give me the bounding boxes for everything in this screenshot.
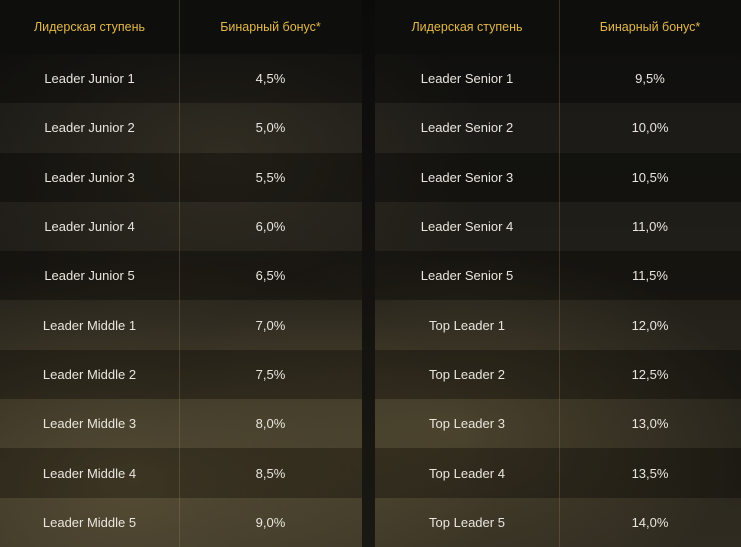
binary-bonus-cell: 6,0% <box>255 219 286 235</box>
binary-bonus-cell: 11,5% <box>632 268 668 284</box>
leader-level-cell: Top Leader 4 <box>429 465 505 481</box>
header-bonus: Бинарный бонус* <box>599 20 701 34</box>
table-row: Top Leader 4 13,5% <box>375 448 741 498</box>
table-row: Leader Middle 3 8,0% <box>0 399 362 448</box>
leader-level-cell: Leader Middle 5 <box>42 514 137 530</box>
table-row: Leader Middle 2 7,5% <box>0 349 362 400</box>
header-level: Лидерская ступень <box>33 20 146 34</box>
binary-bonus-cell: 7,0% <box>255 317 286 333</box>
table-header: Лидерская ступень Бинарный бонус* <box>375 0 741 54</box>
header-bonus: Бинарный бонус* <box>220 20 321 34</box>
leader-level-cell: Top Leader 2 <box>429 366 505 382</box>
binary-bonus-cell: 5,5% <box>255 169 286 185</box>
leader-level-cell: Leader Senior 5 <box>420 268 514 284</box>
leader-level-cell: Leader Junior 4 <box>44 219 135 235</box>
table-gap <box>362 0 375 547</box>
binary-bonus-cell: 13,5% <box>631 465 669 481</box>
leader-level-cell: Leader Junior 1 <box>44 71 135 87</box>
leader-level-cell: Top Leader 3 <box>429 416 505 432</box>
table-row: Leader Junior 5 6,5% <box>0 251 362 301</box>
table-row: Leader Senior 1 9,5% <box>375 54 741 104</box>
table-row: Leader Junior 4 6,0% <box>0 202 362 251</box>
column-divider <box>559 0 560 547</box>
bonus-table-left: Лидерская ступень Бинарный бонус* Leader… <box>0 0 362 547</box>
binary-bonus-cell: 5,0% <box>255 120 286 136</box>
binary-bonus-cell: 7,5% <box>255 366 286 382</box>
leader-level-cell: Leader Junior 5 <box>44 268 135 284</box>
binary-bonus-cell: 10,5% <box>631 169 669 185</box>
table-row: Top Leader 5 14,0% <box>375 498 741 547</box>
table-row: Top Leader 3 13,0% <box>375 399 741 448</box>
table-body-right: Leader Senior 1 9,5% Leader Senior 2 10,0% L… <box>375 54 741 547</box>
table-row: Top Leader 2 12,5% <box>375 349 741 400</box>
binary-bonus-cell: 6,5% <box>255 268 286 284</box>
leader-level-cell: Leader Middle 1 <box>42 317 137 333</box>
binary-bonus-cell: 10,0% <box>631 120 669 136</box>
table-row: Leader Senior 2 10,0% <box>375 103 741 152</box>
table-row: Leader Middle 4 8,5% <box>0 448 362 498</box>
table-header: Лидерская ступень Бинарный бонус* <box>0 0 362 54</box>
leader-level-cell: Leader Middle 4 <box>42 465 137 481</box>
leader-level-cell: Leader Middle 3 <box>42 416 137 432</box>
leader-level-cell: Leader Junior 2 <box>44 120 135 136</box>
binary-bonus-cell: 12,0% <box>631 317 669 333</box>
binary-bonus-cell: 12,5% <box>631 366 669 382</box>
table-body-left: Leader Junior 1 4,5% Leader Junior 2 5,0% Le… <box>0 54 362 547</box>
leader-level-cell: Leader Senior 3 <box>420 169 514 185</box>
binary-bonus-cell: 11,0% <box>632 219 668 235</box>
leader-level-cell: Leader Middle 2 <box>42 366 137 382</box>
table-row: Leader Middle 5 9,0% <box>0 498 362 547</box>
binary-bonus-cell: 13,0% <box>631 416 669 432</box>
leader-level-cell: Top Leader 1 <box>429 317 505 333</box>
leader-level-cell: Top Leader 5 <box>429 514 505 530</box>
leader-level-cell: Leader Senior 1 <box>420 71 514 87</box>
binary-bonus-cell: 8,5% <box>255 465 286 481</box>
column-divider <box>179 0 180 547</box>
binary-bonus-cell: 8,0% <box>255 416 286 432</box>
table-row: Leader Senior 5 11,5% <box>375 251 741 301</box>
table-row: Leader Senior 4 11,0% <box>375 202 741 251</box>
binary-bonus-cell: 4,5% <box>255 71 286 87</box>
leader-level-cell: Leader Senior 4 <box>420 219 514 235</box>
binary-bonus-cell: 14,0% <box>631 514 669 530</box>
table-row: Top Leader 1 12,0% <box>375 300 741 349</box>
binary-bonus-cell: 9,5% <box>635 71 665 87</box>
table-row: Leader Junior 2 5,0% <box>0 103 362 152</box>
table-row: Leader Junior 3 5,5% <box>0 152 362 202</box>
header-level: Лидерская ступень <box>411 20 523 34</box>
table-row: Leader Senior 3 10,5% <box>375 152 741 202</box>
bonus-table-right: Лидерская ступень Бинарный бонус* Leader… <box>375 0 741 547</box>
leader-level-cell: Leader Senior 2 <box>420 120 514 136</box>
table-row: Leader Middle 1 7,0% <box>0 300 362 349</box>
table-row: Leader Junior 1 4,5% <box>0 54 362 104</box>
leader-level-cell: Leader Junior 3 <box>44 169 135 185</box>
binary-bonus-cell: 9,0% <box>255 514 286 530</box>
